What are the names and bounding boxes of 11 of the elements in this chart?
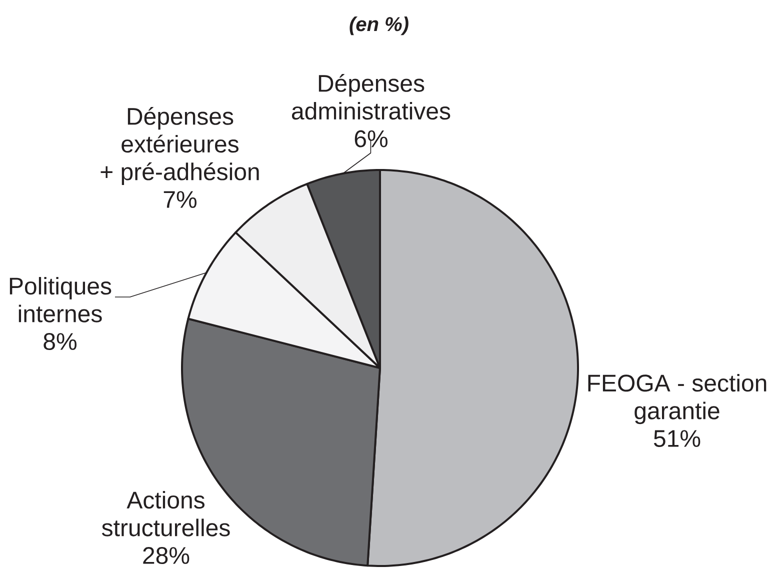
slice-label: FEOGA - section garantie [588,374,766,424]
data-label: 7% [164,191,196,208]
data-label: 6% [354,130,388,148]
slice-label: Actions structurelles [102,491,230,536]
data-label: 28% [143,547,190,564]
slice-label: Politiques internes [10,276,112,322]
slice-label: Dépenses extérieures + pré-adhésion [100,106,259,186]
data-label: 8% [44,333,76,350]
data-label: 51% [654,430,700,448]
slice-label: Dépenses administratives [292,74,450,120]
chart-subtitle: (en %) [350,16,408,36]
